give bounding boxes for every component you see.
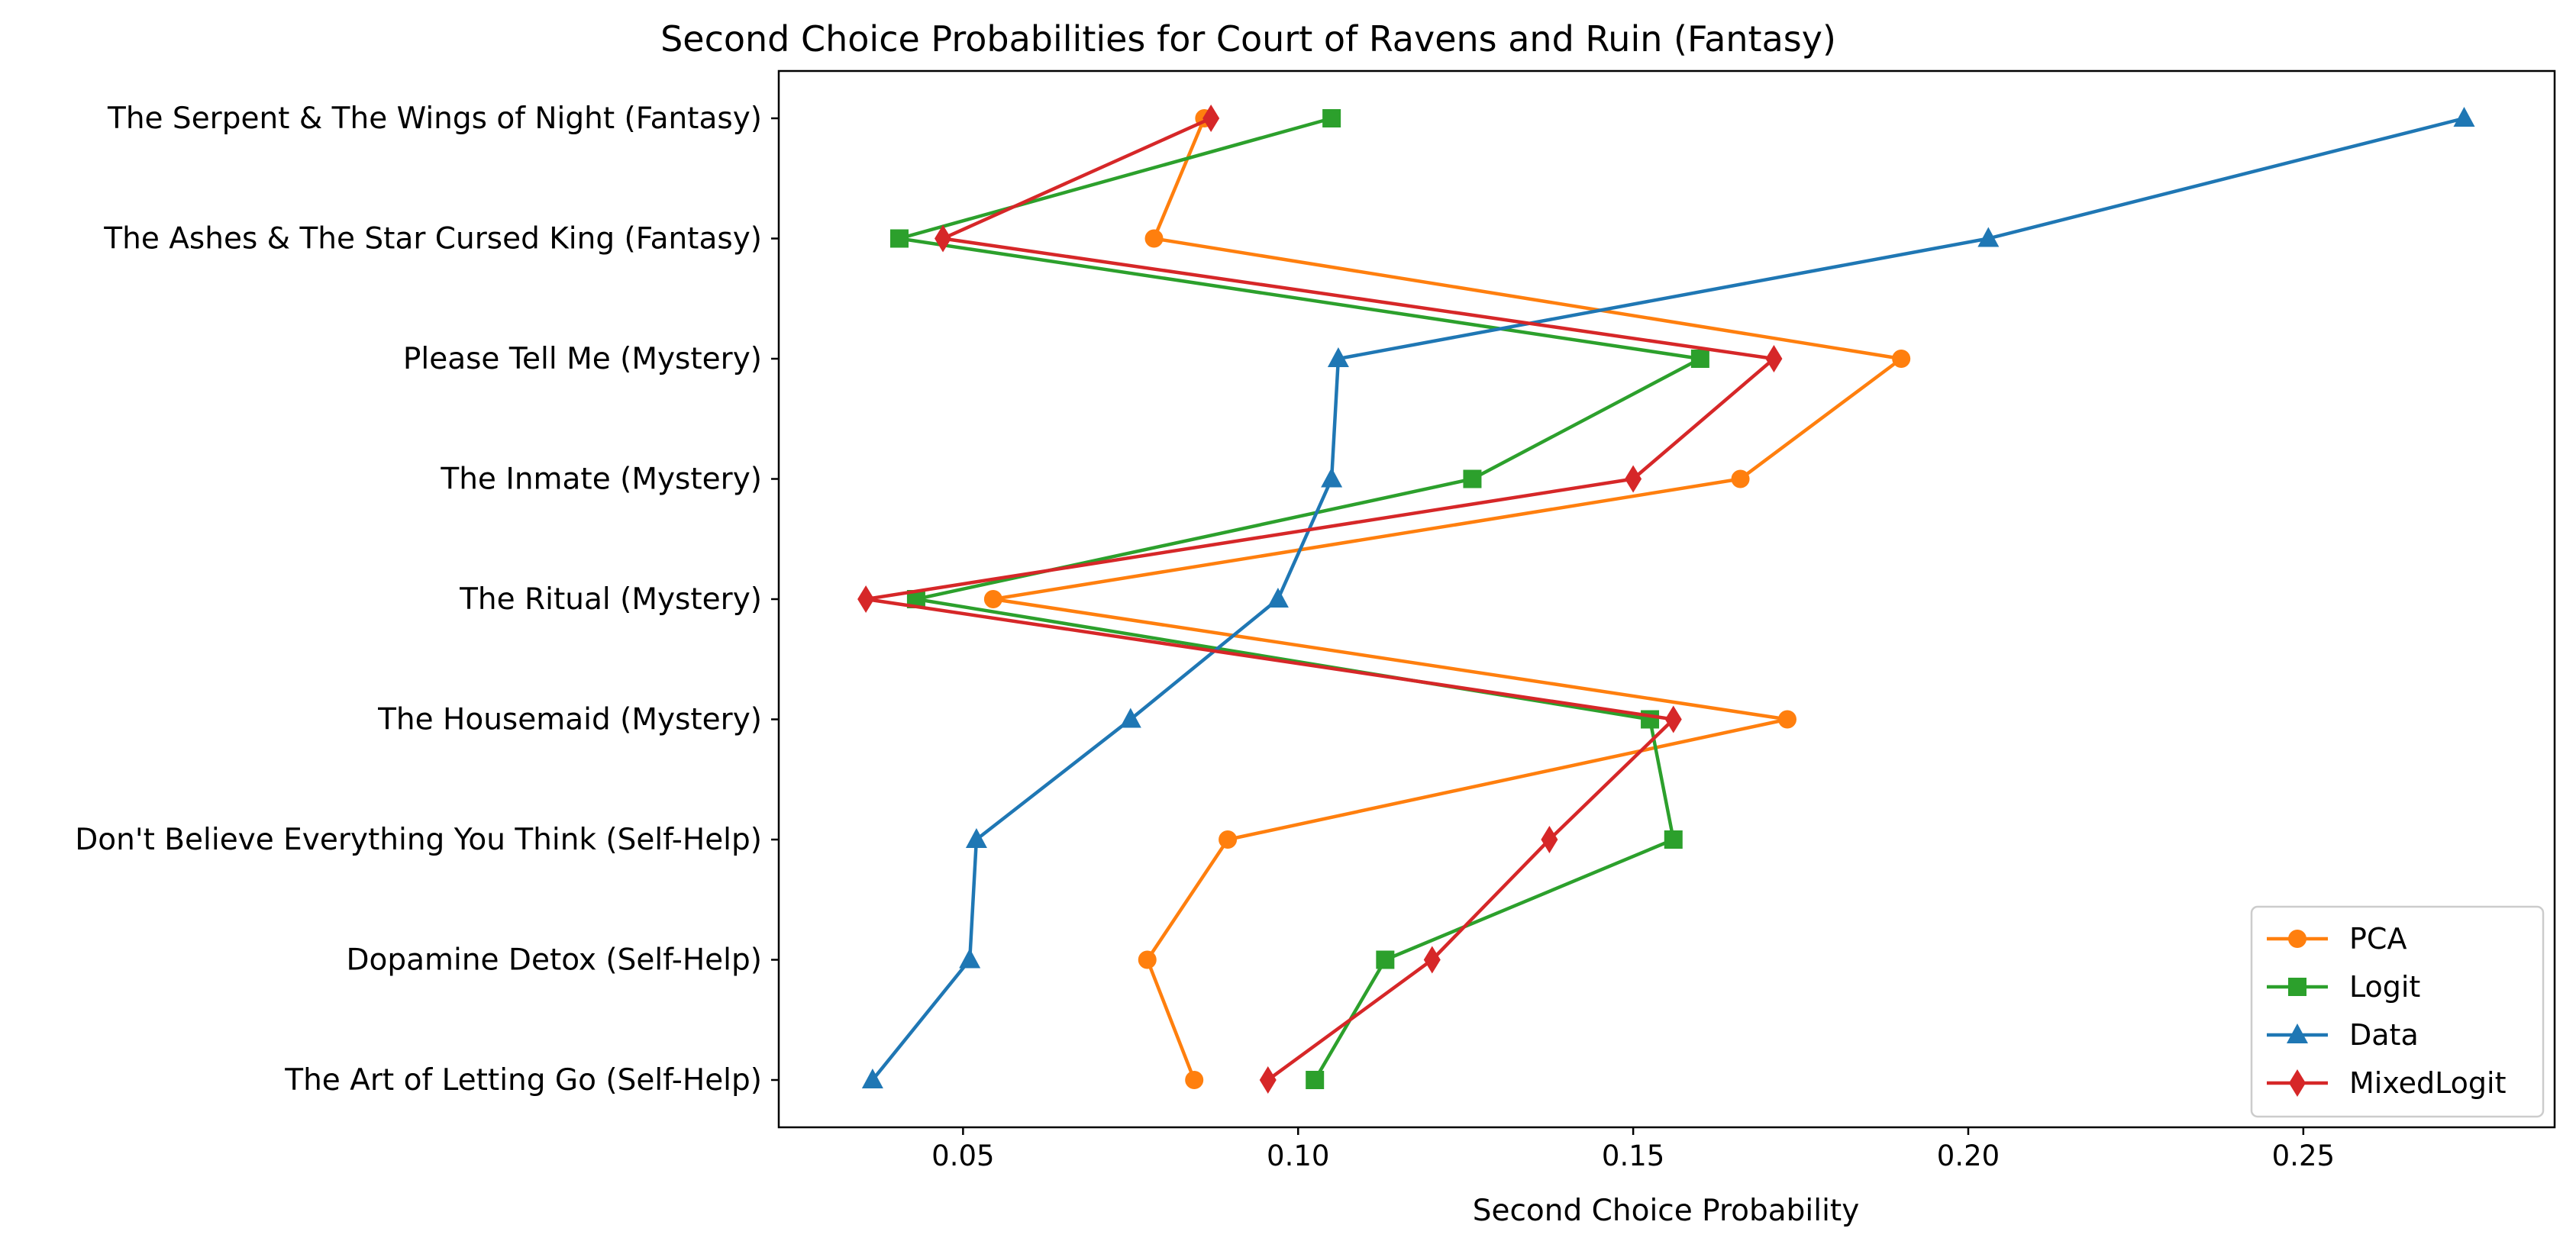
y-tick-label: Don't Believe Everything You Think (Self… [75, 823, 762, 857]
x-tick-label: 0.15 [1602, 1140, 1664, 1172]
y-tick-label: The Art of Letting Go (Self-Help) [284, 1063, 762, 1098]
legend-marker-data [2287, 1024, 2308, 1043]
legend-label: MixedLogit [2349, 1066, 2507, 1100]
chart-title: Second Choice Probabilities for Court of… [660, 18, 1836, 60]
legend-marker-pca [2288, 930, 2306, 948]
data-point-mixedlogit [1765, 345, 1783, 372]
legend-label: Data [2349, 1018, 2419, 1052]
x-axis-label: Second Choice Probability [1473, 1194, 1860, 1228]
data-point-pca [1777, 710, 1796, 729]
data-point-logit [889, 229, 909, 248]
data-point-logit [1690, 350, 1709, 368]
data-point-data [1977, 227, 2000, 247]
y-tick-label: The Ritual (Mystery) [459, 582, 762, 617]
data-point-data [861, 1069, 883, 1088]
data-point-logit [1641, 710, 1660, 729]
data-point-mixedlogit [1423, 946, 1441, 974]
legend: PCA Logit Data MixedLogit [2250, 905, 2545, 1118]
data-point-logit [1664, 830, 1683, 849]
data-point-pca [1731, 469, 1750, 488]
data-point-pca [1144, 229, 1164, 248]
x-tick-label: 0.25 [2272, 1140, 2335, 1172]
data-point-data [965, 828, 987, 848]
legend-label: PCA [2349, 922, 2407, 956]
x-tick-label: 0.05 [931, 1140, 994, 1172]
legend-marker-mixedlogit [2289, 1069, 2306, 1097]
data-point-mixedlogit [857, 585, 875, 613]
marks-layer [857, 105, 2475, 1094]
data-point-data [1119, 708, 1141, 728]
data-point-mixedlogit [1202, 105, 1220, 132]
data-point-pca [1185, 1071, 1204, 1089]
data-point-data [1327, 347, 1349, 367]
y-tick-label: The Inmate (Mystery) [440, 463, 762, 497]
y-tick-label: The Ashes & The Star Cursed King (Fantas… [103, 222, 762, 256]
data-point-logit [1376, 950, 1395, 969]
data-point-mixedlogit [1625, 465, 1642, 493]
data-point-logit [1463, 469, 1482, 488]
data-point-data [2453, 107, 2475, 127]
legend-item-data: Data [2267, 1018, 2419, 1052]
data-point-pca [1138, 950, 1157, 969]
legend-label: Logit [2349, 970, 2420, 1004]
data-point-data [959, 948, 981, 969]
x-tick-label: 0.20 [1937, 1140, 2000, 1172]
y-tick-label: The Housemaid (Mystery) [377, 703, 762, 737]
data-point-pca [1892, 350, 1911, 368]
y-tick-label: Please Tell Me (Mystery) [403, 342, 762, 376]
data-point-logit [1306, 1071, 1325, 1089]
legend-marker-logit [2288, 978, 2306, 996]
data-point-mixedlogit [1541, 826, 1558, 853]
series-data [861, 107, 2475, 1088]
x-tick-label: 0.10 [1267, 1140, 1329, 1172]
y-axis: The Serpent & The Wings of Night (Fantas… [75, 102, 779, 1098]
y-tick-label: The Serpent & The Wings of Night (Fantas… [107, 102, 762, 136]
series-mixedlogit [857, 105, 1783, 1094]
x-axis: 0.05 0.10 0.15 0.20 0.25 [931, 1127, 2335, 1172]
data-point-mixedlogit [1259, 1066, 1277, 1094]
legend-item-mixedlogit: MixedLogit [2267, 1066, 2507, 1100]
legend-item-pca: PCA [2267, 922, 2407, 956]
y-tick-label: Dopamine Detox (Self-Help) [346, 943, 762, 978]
data-point-data [1267, 588, 1289, 608]
data-point-mixedlogit [1664, 705, 1682, 733]
data-point-logit [1322, 109, 1341, 127]
data-point-data [1321, 467, 1343, 488]
data-point-pca [983, 590, 1002, 608]
data-point-pca [1219, 830, 1238, 849]
legend-item-logit: Logit [2267, 970, 2420, 1004]
legend-box [2250, 905, 2545, 1118]
series-logit [889, 109, 1709, 1089]
data-point-mixedlogit [935, 224, 952, 253]
